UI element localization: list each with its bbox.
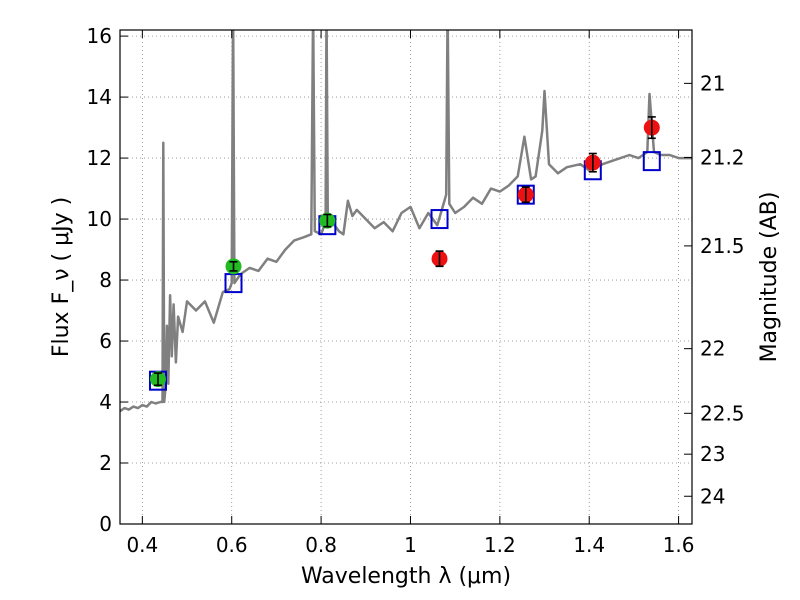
spectrum-layer — [120, 30, 692, 413]
points-layer — [148, 116, 661, 391]
plot-frame — [119, 29, 693, 525]
y-tick-label: 8 — [99, 268, 112, 292]
y-tick-label: 10 — [87, 207, 112, 231]
right-tick-label: 21 — [700, 71, 725, 95]
x-tick-label: 0.8 — [305, 533, 337, 557]
y-tick-label: 16 — [87, 24, 112, 48]
y-axis-label: Flux F_ν ( μJy ) — [49, 197, 74, 357]
axis-ticks: 0.4 0.6 0.8 1 1.2 1.4 1.602468101214162121.221… — [87, 24, 745, 557]
model-square — [642, 151, 661, 172]
y-tick-label: 4 — [99, 390, 112, 414]
plot-area — [120, 30, 692, 524]
spectrum-line — [120, 30, 692, 413]
x-tick-label: 1 — [404, 533, 417, 557]
right-tick-label: 21.5 — [700, 234, 745, 258]
right-axis-label: Magnitude (AB) — [757, 192, 782, 363]
x-tick-label: 1.2 — [484, 533, 516, 557]
y-tick-label: 12 — [87, 146, 112, 170]
y-tick-label: 6 — [99, 329, 112, 353]
y-tick-label: 2 — [99, 451, 112, 475]
right-tick-label: 21.2 — [700, 145, 745, 169]
x-tick-label: 1.4 — [573, 533, 605, 557]
y-tick-label: 14 — [87, 85, 112, 109]
x-axis-label: Wavelength λ (μm) — [301, 564, 511, 589]
x-tick-label: 0.4 — [126, 533, 158, 557]
right-tick-label: 22.5 — [700, 401, 745, 425]
right-tick-label: 24 — [700, 484, 725, 508]
x-tick-label: 0.6 — [216, 533, 248, 557]
right-tick-label: 22 — [700, 337, 725, 361]
right-tick-label: 23 — [700, 442, 725, 466]
y-tick-label: 0 — [99, 512, 112, 536]
model-square — [430, 209, 449, 230]
x-tick-label: 1.6 — [663, 533, 695, 557]
